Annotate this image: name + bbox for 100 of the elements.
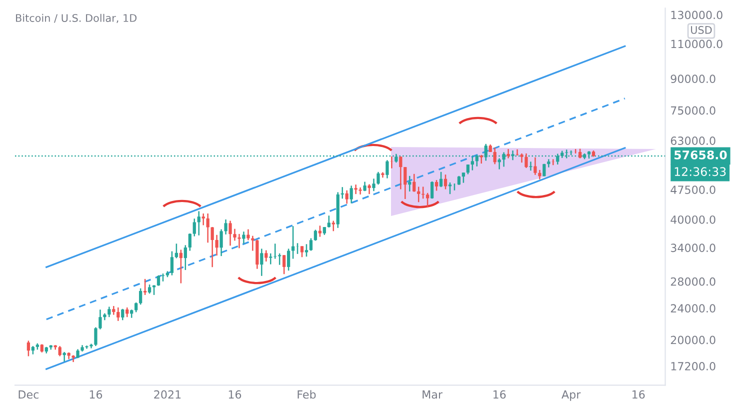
candlestick bbox=[345, 190, 348, 204]
candlestick bbox=[368, 184, 371, 195]
candlestick bbox=[372, 178, 376, 192]
y-tick-label: 28000.0 bbox=[670, 277, 716, 286]
candlestick bbox=[260, 248, 264, 277]
candlestick bbox=[296, 242, 300, 255]
candlestick bbox=[291, 225, 295, 260]
candlestick bbox=[94, 326, 98, 347]
x-tick-label: Apr bbox=[562, 390, 581, 401]
y-tick-label: 20000.0 bbox=[670, 336, 716, 344]
y-tick-label: 47500.0 bbox=[670, 186, 716, 194]
candlestick bbox=[417, 186, 420, 203]
chart-title: Bitcoin / U.S. Dollar, 1D bbox=[16, 14, 137, 24]
candlestick bbox=[457, 175, 461, 186]
candlestick bbox=[578, 148, 582, 159]
candlestick bbox=[286, 248, 290, 272]
x-tick-label: Feb bbox=[298, 390, 316, 399]
candlestick bbox=[358, 186, 362, 196]
candlestick bbox=[534, 156, 537, 176]
candlestick bbox=[300, 246, 304, 258]
candlestick bbox=[318, 225, 322, 238]
x-tick-label: Mar bbox=[422, 390, 443, 399]
candlestick bbox=[309, 238, 313, 252]
candlestick bbox=[434, 179, 438, 192]
y-tick-label: 34000.0 bbox=[670, 244, 716, 252]
candlestick bbox=[304, 244, 308, 258]
candlestick bbox=[233, 228, 236, 242]
candlestick bbox=[462, 172, 466, 184]
candlestick bbox=[108, 306, 111, 318]
candlestick bbox=[350, 185, 353, 204]
candlestick bbox=[412, 173, 416, 192]
x-tick-label: 16 bbox=[90, 390, 102, 399]
candlestick bbox=[26, 340, 30, 357]
text: USD bbox=[691, 26, 712, 34]
ref-line-label: 57658.0 bbox=[674, 150, 727, 160]
candlestick bbox=[404, 166, 407, 200]
y-tick-label: 17200.0 bbox=[671, 362, 716, 370]
candlestick bbox=[282, 254, 286, 275]
candlestick bbox=[184, 244, 187, 271]
candlestick bbox=[224, 218, 228, 236]
x-tick-label: 16 bbox=[493, 390, 506, 399]
candlestick bbox=[58, 345, 62, 357]
candlestick bbox=[444, 174, 448, 190]
candlestick bbox=[246, 228, 250, 241]
candlestick bbox=[363, 181, 366, 192]
candlestick bbox=[126, 306, 129, 318]
candlestick bbox=[210, 226, 214, 268]
candlestick bbox=[386, 159, 389, 179]
x-tick-label: 16 bbox=[228, 390, 242, 399]
x-tick-label: 2021 bbox=[154, 390, 181, 399]
candlestick bbox=[121, 308, 124, 321]
text: 12:36:33 bbox=[674, 167, 726, 176]
candlestick bbox=[376, 171, 380, 186]
candlestick bbox=[426, 192, 430, 208]
candlestick bbox=[242, 230, 246, 244]
candlestick bbox=[538, 169, 542, 180]
x-tick-label: 16 bbox=[632, 390, 645, 399]
candlestick bbox=[520, 152, 524, 164]
y-tick-label: 63000.0 bbox=[670, 136, 716, 145]
candlestick bbox=[143, 278, 147, 296]
candlestick bbox=[134, 302, 138, 313]
y-tick-label: 110000.0 bbox=[671, 40, 722, 48]
candlestick bbox=[340, 186, 344, 200]
candlestick bbox=[202, 212, 205, 226]
candlestick bbox=[327, 214, 330, 228]
y-tick-label: 90000.0 bbox=[670, 74, 716, 84]
candlestick bbox=[238, 233, 241, 249]
candlestick bbox=[251, 235, 254, 252]
candlestick bbox=[148, 284, 152, 294]
candlestick bbox=[98, 309, 102, 330]
candlestick bbox=[197, 210, 200, 236]
candlestick bbox=[138, 288, 142, 306]
candlestick bbox=[524, 152, 528, 169]
candlestick bbox=[314, 229, 318, 242]
y-tick-label: 130000.0 bbox=[671, 10, 722, 20]
candlestick bbox=[274, 243, 277, 260]
y-tick-label: 75000.0 bbox=[671, 106, 716, 115]
candlestick bbox=[354, 184, 358, 195]
y-tick-label: 40000.0 bbox=[670, 215, 716, 224]
candlestick bbox=[516, 148, 519, 156]
candlestick bbox=[116, 306, 120, 322]
y-tick-label: 24000.0 bbox=[670, 304, 716, 313]
x-tick-label: Dec bbox=[18, 390, 39, 399]
candlestick bbox=[493, 146, 496, 165]
candlestick bbox=[498, 158, 501, 170]
candlestick bbox=[506, 148, 510, 159]
candlestick bbox=[215, 234, 218, 256]
candlestick bbox=[264, 250, 268, 262]
candlestick bbox=[269, 252, 272, 265]
candlestick bbox=[188, 232, 192, 252]
candlestick bbox=[430, 180, 434, 200]
candlestick bbox=[439, 171, 443, 188]
candlestick bbox=[220, 228, 223, 257]
candlestick bbox=[332, 220, 335, 232]
candlestick bbox=[542, 163, 546, 177]
candlestick bbox=[399, 156, 402, 190]
candlestick bbox=[156, 274, 160, 286]
candlestick bbox=[206, 212, 210, 244]
candlestick bbox=[278, 252, 282, 266]
candlestick bbox=[170, 250, 174, 276]
